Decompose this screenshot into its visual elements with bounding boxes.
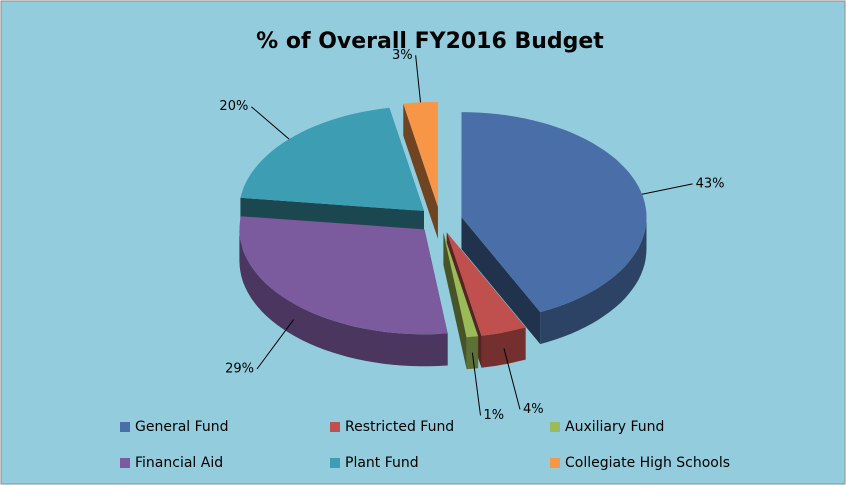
leader-line xyxy=(251,106,290,140)
chart-title: % of Overall FY2016 Budget xyxy=(256,29,604,54)
leader-line xyxy=(471,352,481,416)
legend-swatch xyxy=(120,422,130,432)
slice xyxy=(240,107,424,211)
legend-swatch xyxy=(550,458,560,468)
data-label: 29% xyxy=(225,361,254,376)
data-label: 4% xyxy=(523,402,544,417)
legend-swatch xyxy=(330,422,340,432)
data-label: 43% xyxy=(696,176,725,191)
data-label: 3% xyxy=(392,48,413,63)
leader-line xyxy=(641,183,693,195)
legend-swatch xyxy=(550,422,560,432)
slice-wall xyxy=(466,336,479,370)
slice xyxy=(446,232,526,336)
slice xyxy=(403,101,438,207)
slice-side xyxy=(443,233,467,370)
slice xyxy=(461,112,647,313)
leader-line xyxy=(415,55,422,103)
slice xyxy=(239,216,448,335)
slice-wall xyxy=(239,229,448,367)
slice-wall xyxy=(540,217,647,345)
legend-label: Financial Aid xyxy=(135,455,223,471)
legend-label: Restricted Fund xyxy=(345,419,454,435)
legend-label: General Fund xyxy=(135,419,229,435)
data-label: 20% xyxy=(219,99,248,114)
legend-label: Collegiate High Schools xyxy=(565,455,730,471)
leader-line xyxy=(256,319,295,370)
slice-side xyxy=(403,103,438,239)
slice xyxy=(443,233,479,338)
legend-swatch xyxy=(120,458,130,468)
slice-side xyxy=(461,217,541,345)
legend-swatch xyxy=(330,458,340,468)
legend-label: Auxiliary Fund xyxy=(565,419,664,435)
data-label: 1% xyxy=(483,408,504,423)
slice-wall xyxy=(481,327,526,368)
leader-line xyxy=(503,348,521,410)
legend-label: Plant Fund xyxy=(345,455,419,471)
